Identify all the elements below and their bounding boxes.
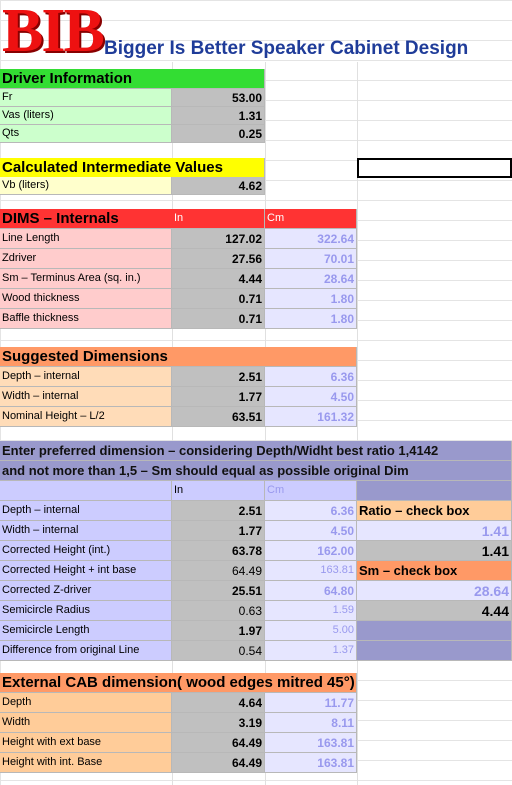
value-in: 2.51: [172, 501, 265, 521]
row-label: Sm – Terminus Area (sq. in.): [0, 269, 172, 289]
check-value: 1.41: [357, 521, 512, 541]
section-title: Calculated Intermediate Values: [0, 158, 265, 178]
value-cm: 6.36: [265, 367, 357, 387]
value: 1.31: [172, 107, 265, 125]
value: 4.62: [172, 177, 265, 195]
value: 0.25: [172, 125, 265, 143]
row-label: Semicircle Radius: [0, 601, 172, 621]
row-label: Depth – internal: [0, 501, 172, 521]
row-label: Vb (liters): [0, 177, 172, 195]
row-label: Height with int. Base: [0, 753, 172, 773]
value-in: 4.64: [172, 693, 265, 713]
check-title: Ratio – check box: [357, 501, 512, 521]
value-cm: 70.01: [265, 249, 357, 269]
value-cm: 28.64: [265, 269, 357, 289]
unit-label: Cm: [265, 481, 357, 501]
value-in: 0.63: [172, 601, 265, 621]
value-in: 2.51: [172, 367, 265, 387]
unit-label: In: [172, 481, 265, 501]
value-cm: 163.81: [265, 753, 357, 773]
row-label: Corrected Z-driver: [0, 581, 172, 601]
value-in: 63.78: [172, 541, 265, 561]
selected-cell: [357, 158, 512, 178]
section-title: Enter preferred dimension – considering …: [0, 441, 512, 461]
logo: BIB: [2, 0, 105, 65]
value-in: 0.71: [172, 309, 265, 329]
row-label: Nominal Height – L/2: [0, 407, 172, 427]
value-in: 1.97: [172, 621, 265, 641]
unit-label: Cm: [265, 209, 357, 229]
value-cm: 1.80: [265, 289, 357, 309]
value-cm: 6.36: [265, 501, 357, 521]
value-cm: 5.00: [265, 621, 357, 641]
value-cm: 8.11: [265, 713, 357, 733]
unit-label: In: [172, 209, 265, 229]
value-in: 27.56: [172, 249, 265, 269]
value-in: 0.71: [172, 289, 265, 309]
value-cm: 4.50: [265, 387, 357, 407]
section-title: Driver Information: [0, 69, 265, 89]
row-label: Difference from original Line: [0, 641, 172, 661]
row-label: Wood thickness: [0, 289, 172, 309]
value-in: 4.44: [172, 269, 265, 289]
section-title: Suggested Dimensions: [0, 347, 357, 367]
row-label: Line Length: [0, 229, 172, 249]
value-cm: 4.50: [265, 521, 357, 541]
value-cm: 1.37: [265, 641, 357, 661]
check-value: 28.64: [357, 581, 512, 601]
value-cm: 64.80: [265, 581, 357, 601]
cell: [357, 481, 512, 501]
row-label: Fr: [0, 89, 172, 107]
row-label: Corrected Height + int base: [0, 561, 172, 581]
row-label: Zdriver: [0, 249, 172, 269]
cell: [357, 621, 512, 641]
value-cm: 163.81: [265, 561, 357, 581]
value-cm: 163.81: [265, 733, 357, 753]
row-label: Qts: [0, 125, 172, 143]
row-label: Depth – internal: [0, 367, 172, 387]
row-label: Baffle thickness: [0, 309, 172, 329]
row-label: Width: [0, 713, 172, 733]
row-label: Vas (liters): [0, 107, 172, 125]
value-in: 0.54: [172, 641, 265, 661]
value-in: 63.51: [172, 407, 265, 427]
row-label: Width – internal: [0, 387, 172, 407]
row-label: Width – internal: [0, 521, 172, 541]
value-in: 64.49: [172, 561, 265, 581]
value-in: 1.77: [172, 521, 265, 541]
value-in: 3.19: [172, 713, 265, 733]
value-in: 1.77: [172, 387, 265, 407]
row-label: Depth: [0, 693, 172, 713]
section-title: External CAB dimension( wood edges mitre…: [0, 673, 357, 693]
value: 53.00: [172, 89, 265, 107]
cell: [357, 641, 512, 661]
section-title: and not more than 1,5 – Sm should equal …: [0, 461, 512, 481]
value-in: 64.49: [172, 733, 265, 753]
value-cm: 161.32: [265, 407, 357, 427]
value-in: 127.02: [172, 229, 265, 249]
value-cm: 1.59: [265, 601, 357, 621]
value-in: 64.49: [172, 753, 265, 773]
check-title: Sm – check box: [357, 561, 512, 581]
cell: [0, 481, 172, 501]
column-line: [357, 62, 358, 785]
row-label: Height with ext base: [0, 733, 172, 753]
value-cm: 1.80: [265, 309, 357, 329]
value-in: 25.51: [172, 581, 265, 601]
app-title: Bigger Is Better Speaker Cabinet Design: [104, 38, 469, 59]
row-label: Semicircle Length: [0, 621, 172, 641]
check-value: 4.44: [357, 601, 512, 621]
value-cm: 322.64: [265, 229, 357, 249]
value-cm: 11.77: [265, 693, 357, 713]
check-value: 1.41: [357, 541, 512, 561]
value-cm: 162.00: [265, 541, 357, 561]
row-label: Corrected Height (int.): [0, 541, 172, 561]
